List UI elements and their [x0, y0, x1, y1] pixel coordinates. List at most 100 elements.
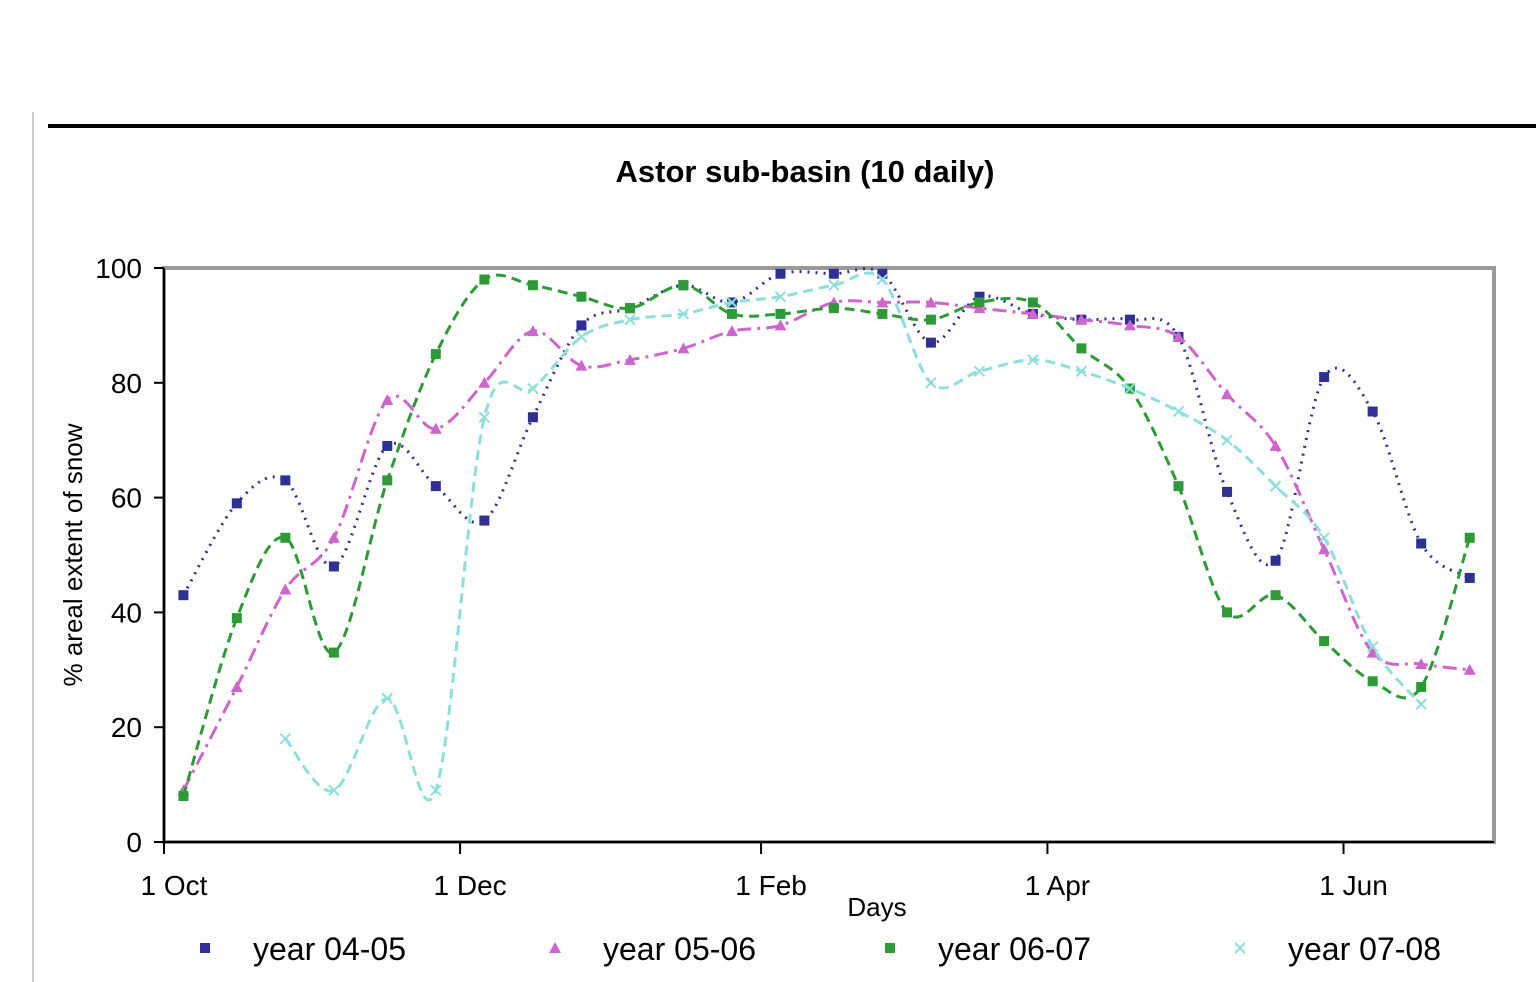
data-point	[828, 279, 840, 291]
data-point	[1464, 532, 1475, 543]
data-point	[725, 325, 738, 337]
legend-item: year 06-07	[885, 931, 1091, 967]
data-point	[925, 314, 936, 325]
data-point	[478, 411, 491, 423]
data-point	[430, 481, 441, 492]
data-point	[1367, 676, 1378, 687]
data-point	[576, 320, 587, 331]
data-point	[575, 331, 588, 343]
data-point	[1124, 382, 1136, 395]
data-point	[1318, 543, 1331, 555]
data-point	[1416, 682, 1427, 693]
data-point	[231, 613, 242, 624]
legend-label: year 07-08	[1288, 931, 1441, 967]
data-point	[1076, 343, 1087, 354]
y-tick-label: 20	[111, 712, 142, 743]
data-point	[178, 590, 189, 601]
legend-label: year 06-07	[938, 931, 1091, 967]
legend-marker	[885, 943, 895, 953]
data-point	[726, 296, 738, 309]
data-point	[280, 532, 291, 543]
data-point	[382, 440, 393, 451]
series-line	[182, 299, 1470, 791]
data-point	[1415, 698, 1427, 710]
data-point	[677, 308, 690, 320]
data-point	[1319, 372, 1330, 383]
data-point	[479, 274, 490, 285]
data-point	[726, 308, 737, 319]
data-point	[974, 297, 985, 308]
data-point	[1123, 319, 1136, 331]
data-point	[973, 365, 986, 378]
data-point	[1366, 641, 1379, 653]
data-point	[1270, 590, 1281, 601]
data-point	[178, 791, 189, 802]
data-point	[1075, 365, 1088, 378]
data-point	[1222, 486, 1233, 497]
x-tick-label: 1 Dec	[434, 870, 507, 901]
data-point	[973, 302, 986, 314]
data-point	[876, 296, 889, 308]
data-point	[230, 681, 243, 693]
data-point	[1221, 388, 1234, 400]
data-point	[526, 325, 539, 337]
data-point	[924, 296, 937, 308]
data-point	[1026, 307, 1039, 319]
data-point	[328, 647, 339, 658]
chart-title: Astor sub-basin (10 daily)	[616, 154, 995, 189]
data-point	[279, 732, 292, 745]
data-point	[678, 280, 689, 291]
y-ticks: 0 20 40 60 80 100	[95, 253, 164, 858]
data-point	[925, 377, 937, 389]
data-point	[1463, 663, 1476, 675]
data-point	[1027, 354, 1039, 366]
legend-label: year 04-05	[253, 931, 406, 967]
legend-item: year 04-05	[200, 931, 406, 967]
y-tick-label: 80	[111, 368, 142, 399]
legend-item: year 07-08	[1234, 931, 1441, 967]
y-tick-label: 60	[111, 483, 142, 514]
x-tick-label: 1 Oct	[141, 870, 208, 901]
data-point	[1221, 434, 1233, 446]
data-point	[279, 583, 292, 595]
data-point	[430, 349, 441, 360]
data-point	[775, 268, 786, 279]
data-point	[328, 784, 340, 797]
data-point	[280, 475, 291, 486]
data-point	[576, 291, 587, 302]
y-tick-label: 40	[111, 597, 142, 628]
data-point	[876, 273, 889, 286]
data-point	[775, 308, 786, 319]
data-point	[381, 692, 393, 705]
y-tick-label: 0	[126, 827, 142, 858]
data-point	[624, 313, 636, 326]
y-tick-label: 100	[95, 253, 142, 284]
data-point	[1172, 405, 1185, 418]
legend-item: year 05-06	[549, 931, 756, 967]
data-point	[828, 303, 839, 314]
data-point	[527, 412, 538, 423]
data-point	[479, 515, 490, 526]
data-point	[430, 784, 442, 797]
data-point	[1269, 439, 1282, 451]
y-axis-label: % areal extent of snow	[58, 423, 88, 686]
data-point	[974, 291, 985, 302]
data-point	[527, 280, 538, 291]
x-ticks: 1 Oct 1 Dec 1 Feb 1 Apr 1 Jun	[141, 842, 1388, 901]
data-point	[1027, 297, 1038, 308]
data-point	[623, 353, 636, 365]
data-point	[1173, 481, 1184, 492]
data-point	[1172, 330, 1185, 342]
data-point	[575, 359, 588, 371]
data-point	[1270, 555, 1281, 566]
x-tick-label: 1 Feb	[735, 870, 807, 901]
legend-marker	[1234, 942, 1246, 954]
data-point	[877, 308, 888, 319]
data-point	[231, 498, 242, 509]
series-4	[279, 271, 1427, 802]
data-point	[478, 376, 491, 388]
plot-area	[162, 266, 1496, 844]
data-point	[1415, 658, 1428, 670]
data-point	[774, 319, 787, 331]
legend-label: year 05-06	[603, 931, 756, 967]
